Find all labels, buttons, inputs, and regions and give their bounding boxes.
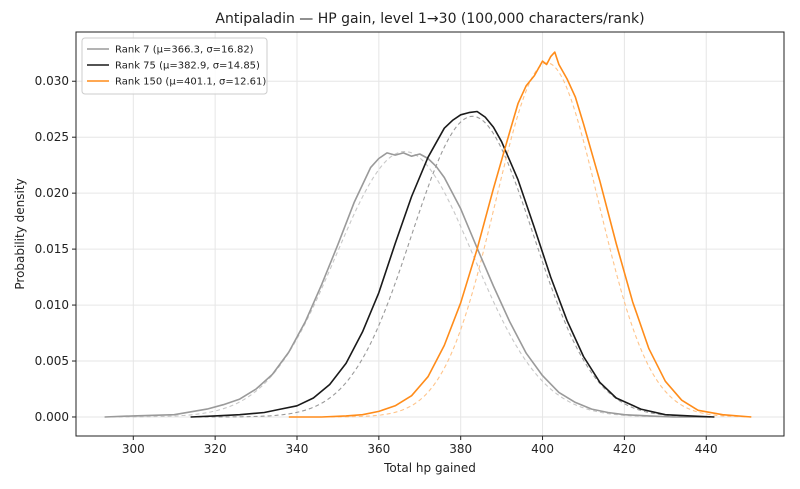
series-line-0: [104, 152, 711, 418]
y-tick-label: 0.020: [35, 186, 69, 200]
x-tick-label: 340: [286, 442, 309, 456]
legend: Rank 7 (μ=366.3, σ=16.82) Rank 75 (μ=382.…: [81, 37, 268, 95]
legend-label-1: Rank 75 (μ=382.9, σ=14.85): [115, 61, 260, 72]
fit-curve-0: [104, 151, 711, 418]
legend-box: [81, 37, 268, 95]
series-line-2: [288, 51, 752, 418]
x-axis-ticks: 300 320 340 360 380 400 420 440: [122, 436, 718, 456]
y-tick-label: 0.025: [35, 130, 69, 144]
x-tick-label: 420: [613, 442, 636, 456]
chart-title: Antipaladin — HP gain, level 1→30 (100,0…: [215, 11, 644, 27]
grid: [76, 32, 784, 436]
fit-curve-1: [190, 115, 715, 418]
y-tick-label: 0.000: [35, 410, 69, 424]
series-lines: [104, 51, 752, 418]
legend-label-2: Rank 150 (μ=401.1, σ=12.61): [115, 77, 266, 88]
x-tick-label: 380: [449, 442, 472, 456]
x-axis-title: Total hp gained: [383, 461, 476, 475]
y-tick-label: 0.005: [35, 354, 69, 368]
y-tick-label: 0.010: [35, 298, 69, 312]
legend-label-0: Rank 7 (μ=366.3, σ=16.82): [115, 45, 254, 56]
x-tick-label: 320: [204, 442, 227, 456]
y-axis-ticks: 0.000 0.005 0.010 0.015 0.020 0.025 0.030: [35, 74, 76, 424]
y-tick-label: 0.030: [35, 74, 69, 88]
fit-curves: [104, 62, 752, 418]
y-axis-title: Probability density: [13, 178, 27, 289]
plot-frame: [75, 31, 785, 437]
x-tick-label: 400: [531, 442, 554, 456]
series-line-1: [190, 110, 715, 418]
x-tick-label: 440: [695, 442, 718, 456]
x-tick-label: 300: [122, 442, 145, 456]
y-tick-label: 0.015: [35, 242, 69, 256]
x-tick-label: 360: [367, 442, 390, 456]
fit-curve-2: [288, 62, 752, 418]
